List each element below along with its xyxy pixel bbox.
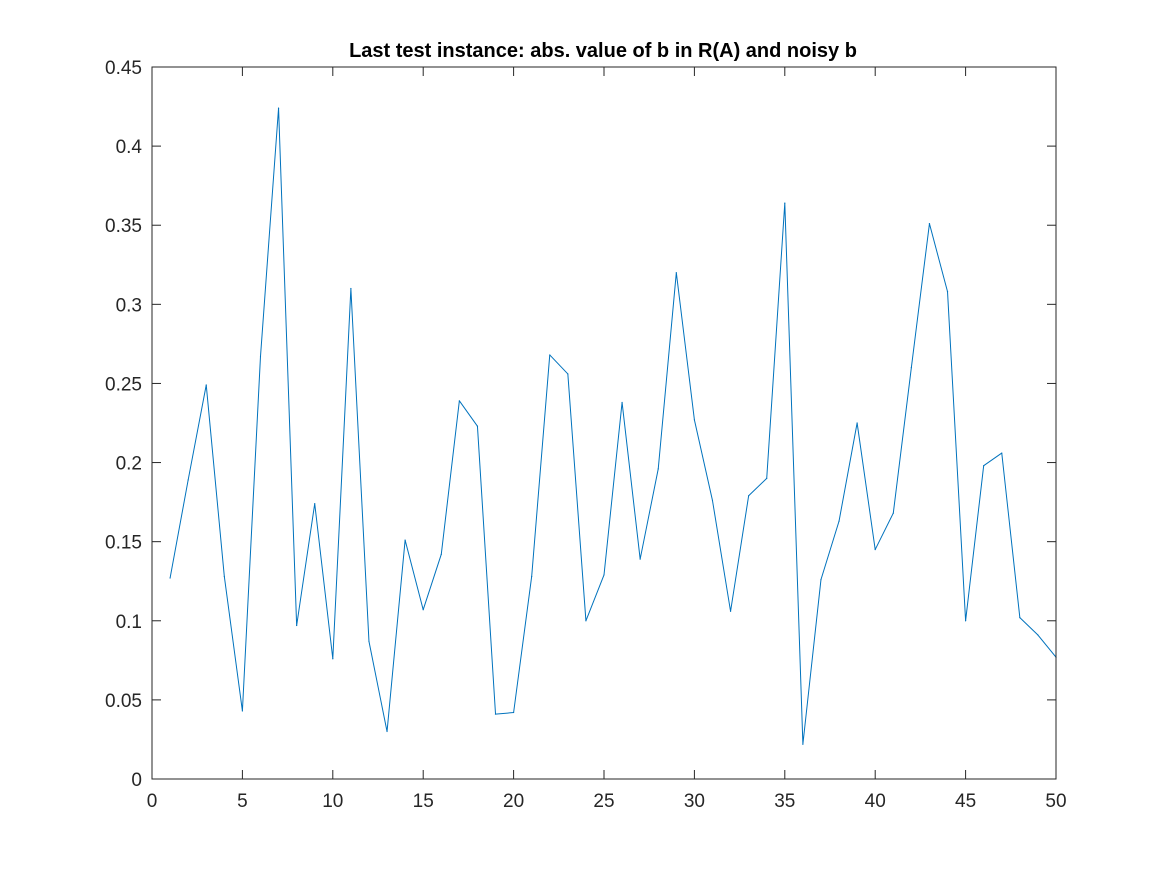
data-point xyxy=(422,609,424,611)
data-point xyxy=(802,743,804,745)
x-tick-label: 0 xyxy=(147,791,158,812)
data-points xyxy=(169,107,1057,745)
chart-title: Last test instance: abs. value of b in R… xyxy=(349,40,857,62)
data-point xyxy=(874,548,876,551)
data-point xyxy=(531,575,533,578)
x-tick-label: 30 xyxy=(684,791,705,812)
data-point xyxy=(350,287,352,290)
data-point xyxy=(368,640,370,642)
data-point xyxy=(983,465,985,467)
data-point xyxy=(223,575,225,578)
y-tick-label: 0.3 xyxy=(116,295,142,316)
x-tick-label: 40 xyxy=(865,791,886,812)
data-point xyxy=(621,401,623,404)
plot-area xyxy=(152,67,1056,779)
tick-label-layer: 0 5 10 15 20 25 30 35 40 45 50 0 0.05 0.1 0.15 0.2 0.25 0… xyxy=(105,58,1067,812)
data-point xyxy=(946,291,949,293)
x-tick-label: 50 xyxy=(1045,791,1066,812)
data-point xyxy=(603,574,605,576)
data-point xyxy=(928,223,931,225)
data-point xyxy=(766,477,768,479)
data-point xyxy=(1001,452,1003,454)
data-point xyxy=(965,620,967,622)
data-point xyxy=(440,553,442,555)
y-tick-label: 0.35 xyxy=(105,216,142,237)
data-point xyxy=(820,579,822,581)
data-point xyxy=(639,558,641,560)
data-point xyxy=(729,610,732,612)
data-point xyxy=(476,425,479,427)
data-point xyxy=(169,577,171,579)
data-point xyxy=(567,373,569,375)
x-tick-label: 45 xyxy=(955,791,976,812)
data-point xyxy=(205,384,207,386)
data-point xyxy=(259,355,262,358)
y-tick-label: 0 xyxy=(131,770,142,791)
data-point xyxy=(277,107,280,109)
y-tick-label: 0.2 xyxy=(116,454,142,475)
y-tick-label: 0.05 xyxy=(105,691,142,712)
data-point xyxy=(675,272,677,274)
data-point xyxy=(404,539,406,541)
data-point xyxy=(332,658,334,660)
data-point xyxy=(892,512,894,514)
data-point xyxy=(386,730,388,733)
data-point xyxy=(458,400,460,402)
x-tick-label: 5 xyxy=(237,791,248,812)
x-tick-label: 20 xyxy=(503,791,524,812)
data-point xyxy=(241,710,243,712)
data-point xyxy=(314,503,316,505)
data-point xyxy=(856,422,858,424)
x-tick-label: 25 xyxy=(593,791,614,812)
data-point xyxy=(187,479,189,481)
data-point xyxy=(296,624,298,627)
plot-frame xyxy=(151,66,1057,780)
data-point xyxy=(657,468,659,470)
y-tick-label: 0.45 xyxy=(105,58,142,79)
data-point xyxy=(784,202,786,204)
data-point xyxy=(910,367,912,369)
data-point xyxy=(1037,634,1039,636)
data-point xyxy=(494,713,497,715)
x-tick-label: 35 xyxy=(774,791,795,812)
y-tick-label: 0.1 xyxy=(116,612,142,633)
data-point xyxy=(1019,617,1021,619)
data-point xyxy=(549,354,551,356)
x-tick-label: 10 xyxy=(322,791,343,812)
y-tick-label: 0.4 xyxy=(116,137,143,158)
data-point xyxy=(748,495,750,497)
data-point xyxy=(513,711,515,714)
data-point xyxy=(585,620,587,622)
x-tick-label: 15 xyxy=(413,791,434,812)
data-point xyxy=(711,499,714,502)
data-point xyxy=(838,520,840,522)
series-line xyxy=(169,107,1057,745)
y-tick-label: 0.15 xyxy=(105,533,142,554)
y-tick-label: 0.25 xyxy=(105,374,142,395)
data-point xyxy=(693,419,696,421)
